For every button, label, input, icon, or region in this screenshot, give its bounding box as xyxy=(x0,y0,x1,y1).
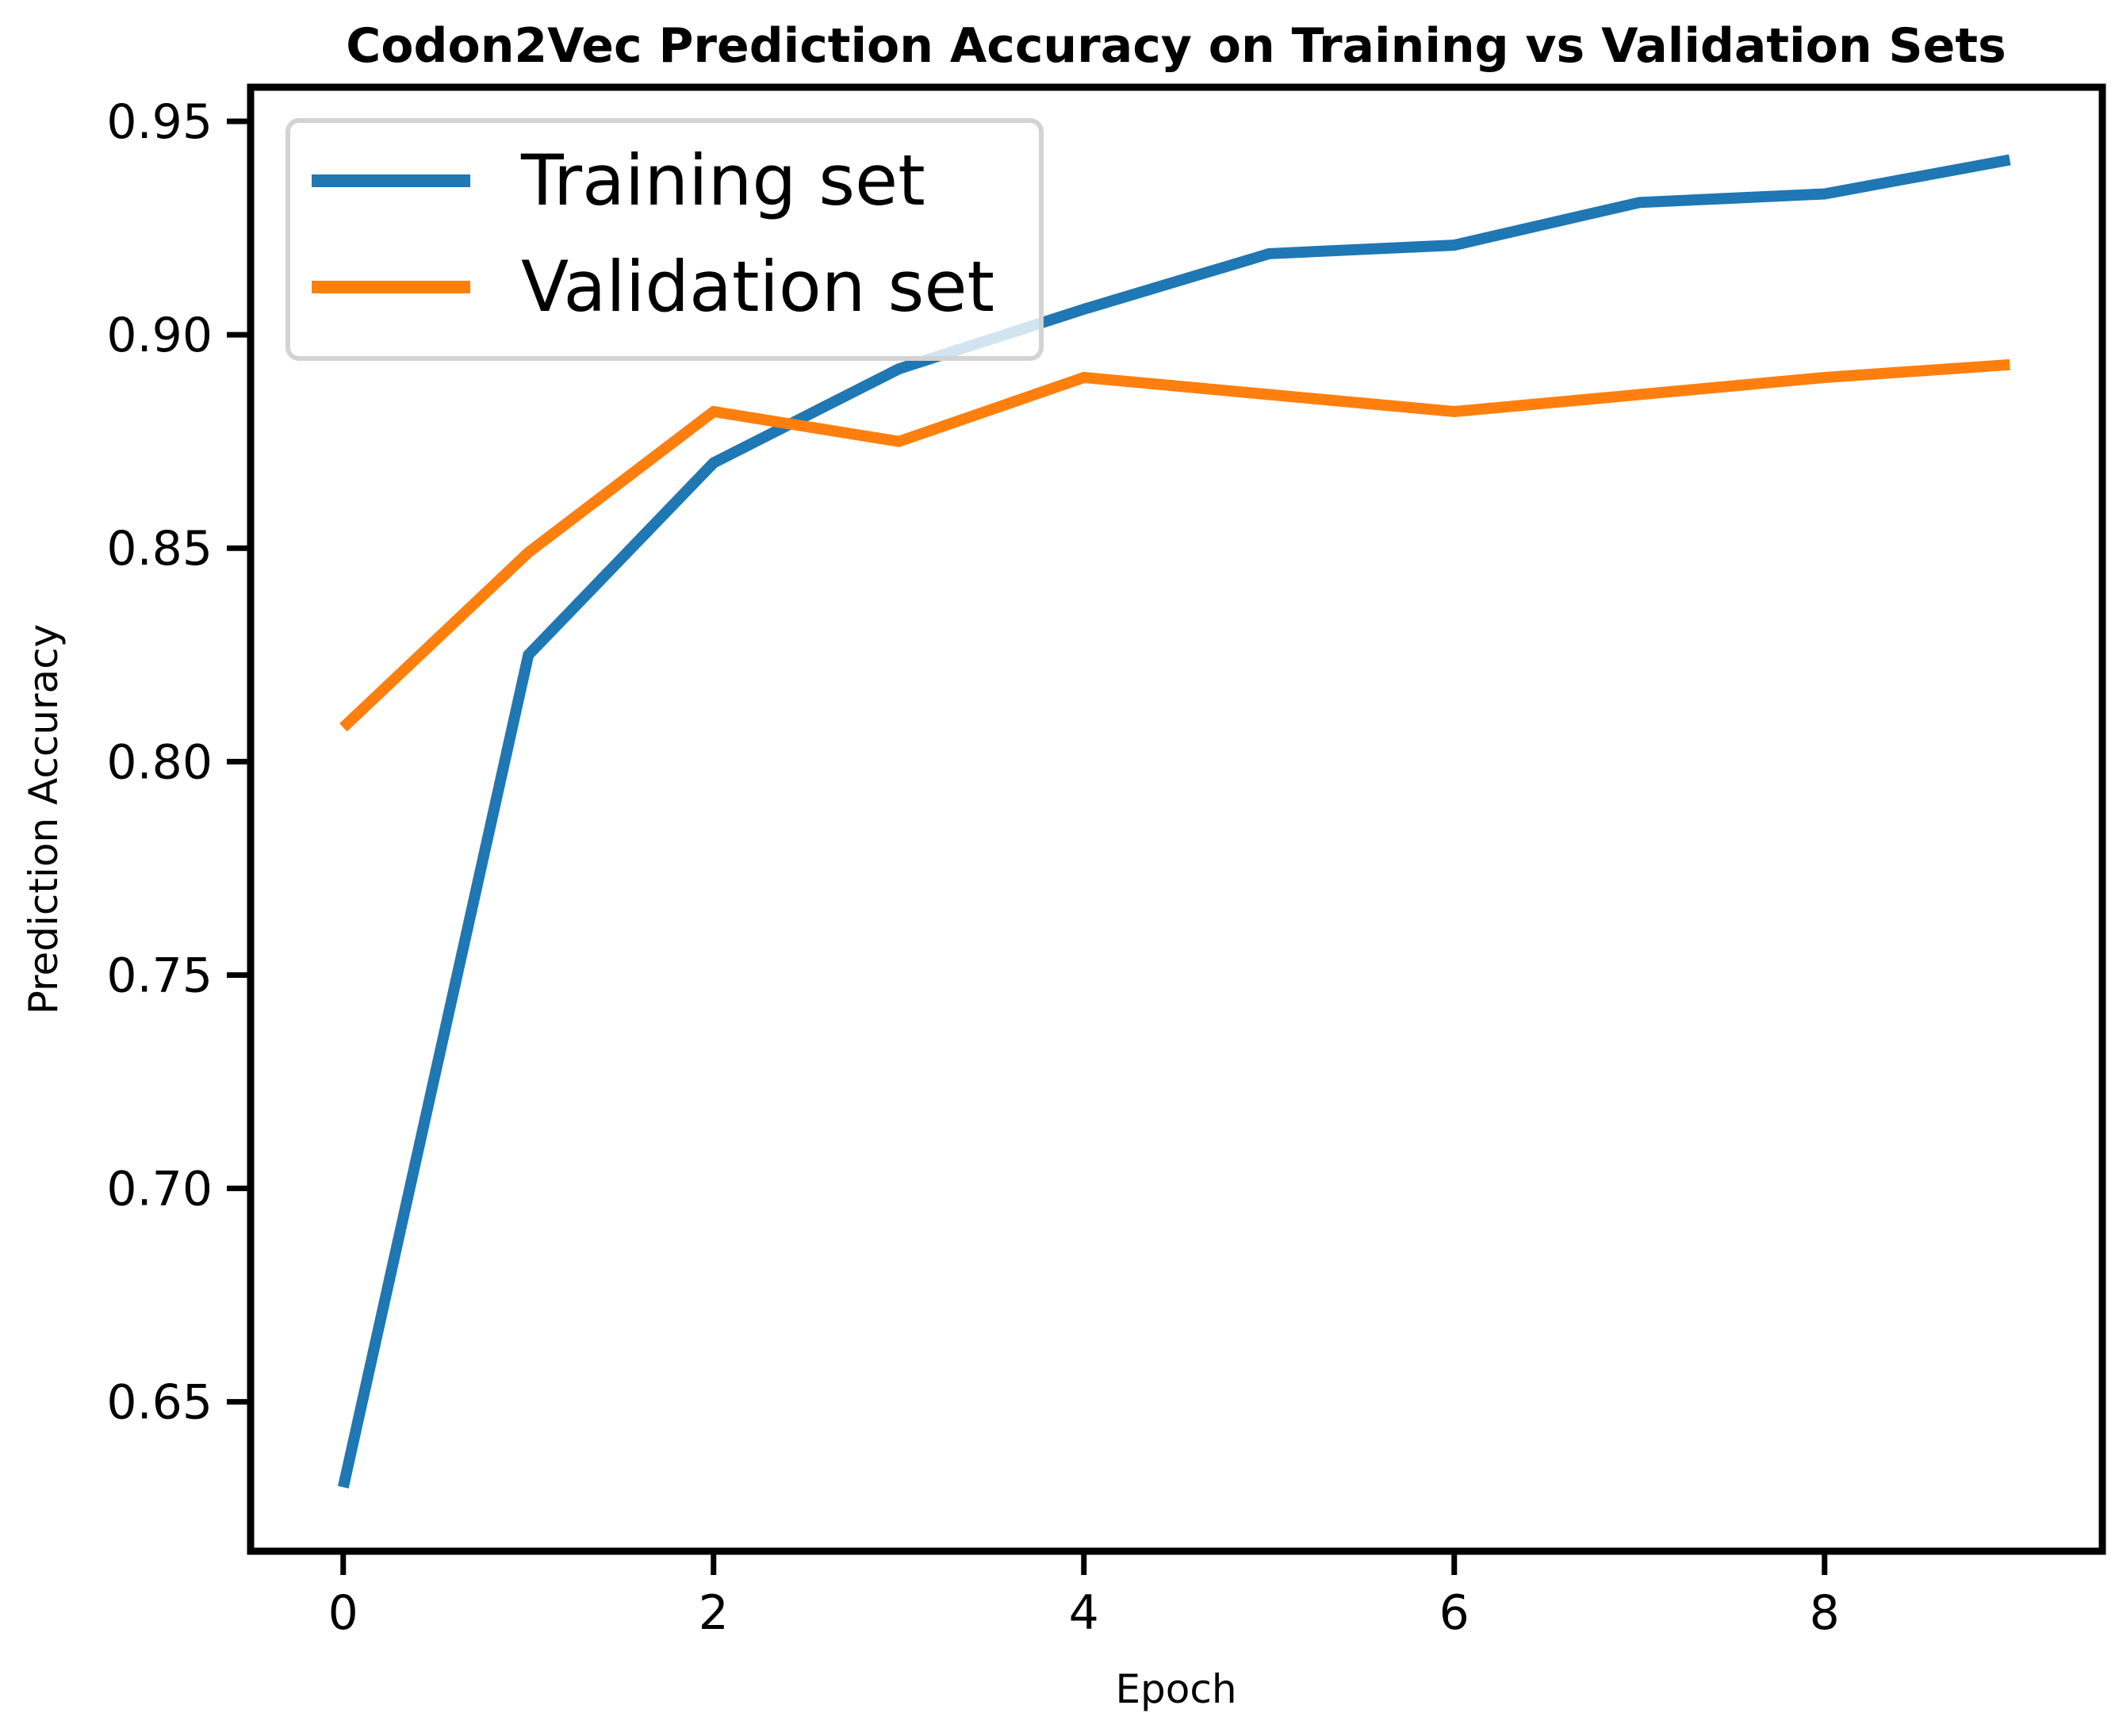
y-tick-label: 0.65 xyxy=(106,1375,213,1431)
series-layer xyxy=(337,154,2011,1489)
plot-frame xyxy=(247,83,2106,1555)
x-tick-label: 6 xyxy=(1439,1585,1470,1641)
x-axis-label: Epoch xyxy=(1115,1666,1236,1712)
y-tick-label: 0.70 xyxy=(106,1162,213,1217)
legend-label-training: Training set xyxy=(520,140,925,221)
x-tick-label: 0 xyxy=(328,1585,358,1641)
series-line-training xyxy=(337,154,2011,1489)
y-axis-label: Prediction Accuracy xyxy=(21,624,67,1015)
x-axis: 0 2 4 6 8 xyxy=(328,1551,1840,1641)
x-tick-label: 8 xyxy=(1810,1585,1840,1641)
y-tick-label: 0.80 xyxy=(106,734,213,790)
chart-title: Codon2Vec Prediction Accuracy on Trainin… xyxy=(346,18,2006,74)
legend-label-validation: Validation set xyxy=(521,246,994,328)
legend: Training set Validation set xyxy=(285,118,1044,361)
y-tick-label: 0.75 xyxy=(106,948,213,1003)
y-tick-label: 0.95 xyxy=(106,94,213,150)
x-tick-label: 2 xyxy=(699,1585,729,1641)
y-tick-label: 0.85 xyxy=(106,521,213,577)
legend-box xyxy=(285,118,1044,361)
x-tick-label: 4 xyxy=(1069,1585,1099,1641)
y-axis: 0.65 0.70 0.75 0.80 0.85 0.90 0.95 xyxy=(106,94,251,1431)
y-tick-label: 0.90 xyxy=(106,308,213,363)
series-line-validation xyxy=(339,358,2010,732)
